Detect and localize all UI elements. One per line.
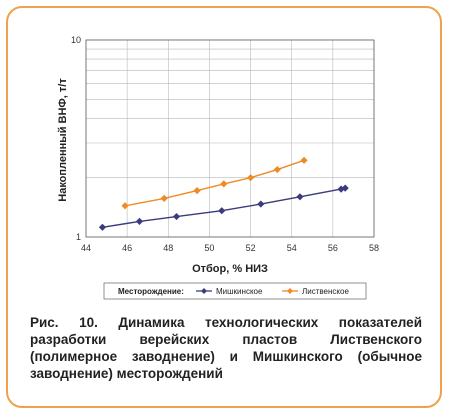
data-point <box>218 207 226 215</box>
plot-area <box>85 39 375 238</box>
data-point <box>160 194 168 203</box>
figure-frame <box>6 6 442 408</box>
data-point <box>300 156 308 164</box>
x-tick-label: 54 <box>287 243 297 253</box>
legend-title: Месторождение: <box>118 287 184 296</box>
legend: Месторождение: Мишкинское Лиственское <box>103 282 367 300</box>
data-point <box>172 212 181 221</box>
x-tick-label: 44 <box>81 243 91 253</box>
x-axis-label: Отбор, % НИЗ <box>192 263 268 275</box>
data-point <box>220 180 228 188</box>
figure-caption: Рис. 10. Динамика технологических показа… <box>30 315 422 381</box>
legend-marker <box>287 288 293 294</box>
x-tick-label: 48 <box>163 243 173 253</box>
x-tick-label: 46 <box>122 243 132 253</box>
series-line-1 <box>102 187 346 228</box>
x-tick-label: 50 <box>204 243 214 253</box>
data-point <box>193 187 201 195</box>
y-tick-label: 1 <box>76 232 81 242</box>
data-point <box>121 202 129 210</box>
data-point <box>296 193 304 201</box>
legend-box <box>103 282 367 300</box>
legend-marker <box>201 288 207 294</box>
data-point <box>341 184 349 192</box>
data-point <box>135 217 144 226</box>
x-tick-label: 56 <box>328 243 338 253</box>
x-axis-ticks: 44 46 48 50 52 54 56 58 <box>81 243 379 253</box>
data-point <box>257 200 265 208</box>
grid <box>86 40 374 237</box>
data-point <box>246 174 255 182</box>
data-point <box>273 165 281 174</box>
x-tick-label: 52 <box>246 243 256 253</box>
y-tick-label: 10 <box>71 35 81 45</box>
y-axis-label: Накопленный ВНФ, т/т <box>57 78 69 202</box>
data-point <box>98 223 107 231</box>
series <box>98 156 349 231</box>
legend-entry: Мишкинское <box>216 287 263 296</box>
x-tick-label: 58 <box>369 243 379 253</box>
legend-entry: Лиственское <box>302 287 349 296</box>
y-axis-ticks: 1 10 <box>71 35 81 242</box>
chart: 44 46 48 50 52 54 56 58 1 10 Отбор, % НИЗ Накопл… <box>57 35 379 300</box>
